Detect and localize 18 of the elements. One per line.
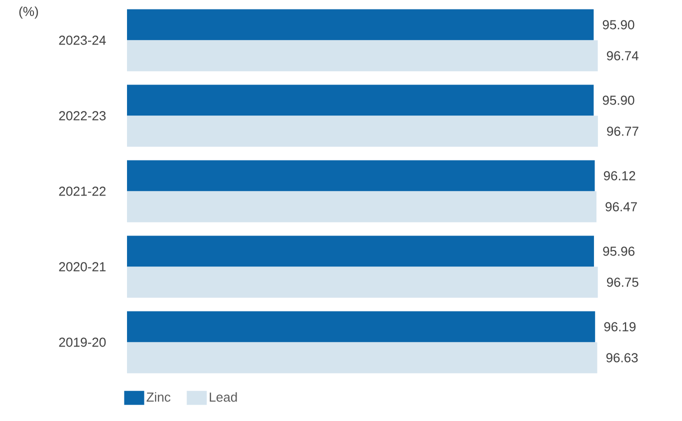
data-label: 96.47 xyxy=(606,202,637,212)
y-tick-label: 2023-24 xyxy=(59,36,106,45)
y-tick-label: 2020-21 xyxy=(59,262,106,272)
legend-label: Zinc xyxy=(146,392,170,402)
y-tick-label: 2022-23 xyxy=(59,111,106,120)
data-label: 96.77 xyxy=(607,126,638,136)
y-tick-label: 2021-22 xyxy=(59,186,106,196)
data-label: 96.74 xyxy=(606,51,638,60)
data-label: 95.90 xyxy=(602,20,634,30)
y-axis-title: (%) xyxy=(19,6,38,19)
y-tick-label: 2019-20 xyxy=(59,338,106,347)
data-label: 96.63 xyxy=(606,353,638,362)
legend-label: Lead xyxy=(210,392,237,402)
data-label: 95.90 xyxy=(602,96,634,105)
data-label: 95.96 xyxy=(603,246,634,256)
data-label: 96.12 xyxy=(604,171,636,180)
data-label: 96.75 xyxy=(606,278,638,287)
data-label: 96.19 xyxy=(604,322,636,332)
